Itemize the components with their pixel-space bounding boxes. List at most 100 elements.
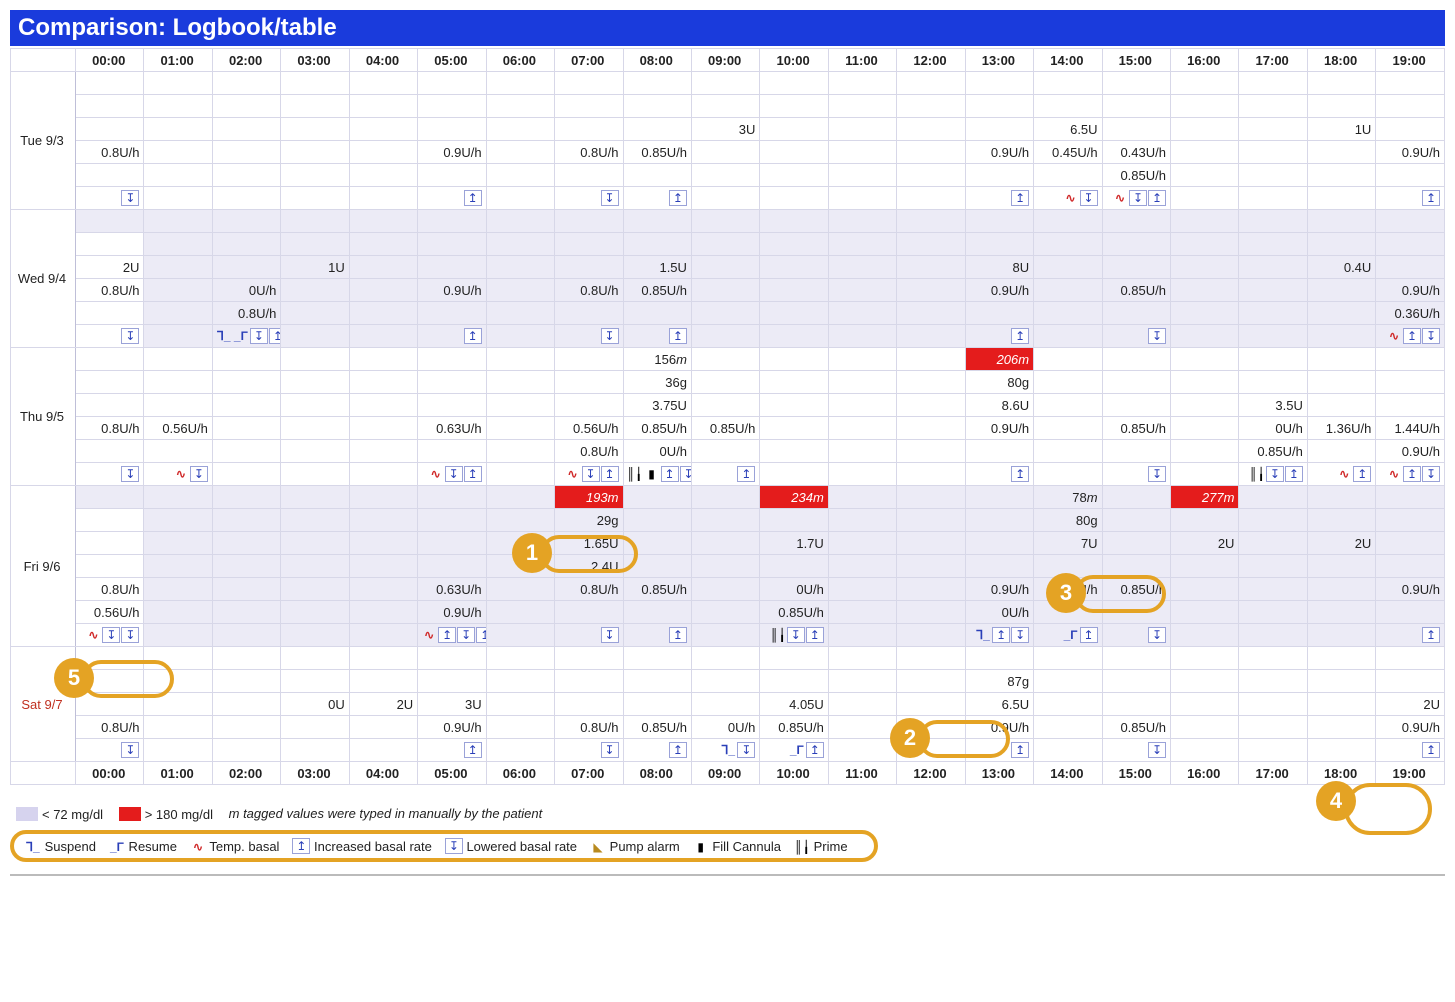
- cell-bolus: 2U: [1376, 693, 1445, 716]
- cell-carbs: [418, 509, 486, 532]
- cell-carbs: [281, 233, 349, 256]
- cell-bolus: [691, 394, 759, 417]
- cell-bg: [144, 647, 212, 670]
- cell-bg: [76, 72, 144, 95]
- cell-events: ↥: [965, 739, 1033, 762]
- resume-icon: _Γ: [233, 329, 249, 343]
- cell-bolus2: [212, 555, 280, 578]
- cell-basal: 0.56U/h: [144, 417, 212, 440]
- cell-basal: [828, 578, 896, 601]
- hour-header: 19:00: [1376, 762, 1445, 785]
- hour-header: 14:00: [1034, 762, 1102, 785]
- cell-bg: [897, 210, 965, 233]
- cell-basal2: [281, 601, 349, 624]
- cell-bg: [760, 348, 828, 371]
- cell-bolus: [212, 118, 280, 141]
- cell-basal: 0.9U/h: [1376, 578, 1445, 601]
- cell-bolus2: 2.4U: [555, 555, 623, 578]
- cell-events: ↥: [1376, 739, 1445, 762]
- cell-carbs: [144, 371, 212, 394]
- cell-bg: [349, 210, 417, 233]
- cell-events: [897, 624, 965, 647]
- cell-bg: [1102, 348, 1170, 371]
- cell-events: [828, 325, 896, 348]
- cell-basal2: [1034, 164, 1102, 187]
- cell-basal: [486, 578, 554, 601]
- day-label: Thu 9/5: [11, 348, 76, 486]
- cell-events: [1307, 624, 1375, 647]
- cell-basal: 0.9U/h: [965, 578, 1033, 601]
- cell-carbs: [1034, 371, 1102, 394]
- cell-basal: 0U/h: [212, 279, 280, 302]
- cell-carbs: [691, 670, 759, 693]
- cell-events: ↧: [1102, 325, 1170, 348]
- cell-events: [144, 325, 212, 348]
- up-icon: ↥: [1422, 742, 1440, 758]
- cell-events: ↥: [623, 739, 691, 762]
- cell-events: ↥: [965, 187, 1033, 210]
- cell-bg: 78m: [1034, 486, 1102, 509]
- up-icon: ↥: [292, 838, 310, 854]
- cell-bolus: [212, 256, 280, 279]
- up-icon: ↥: [1403, 328, 1421, 344]
- cell-bg: [144, 486, 212, 509]
- cell-bg: [76, 647, 144, 670]
- legend-item: ║╽ Prime: [793, 838, 848, 854]
- cell-events: [281, 463, 349, 486]
- down-icon: ↧: [1422, 328, 1440, 344]
- cell-bg: [349, 348, 417, 371]
- cell-events: [349, 624, 417, 647]
- cell-events: [144, 187, 212, 210]
- cell-events: [486, 325, 554, 348]
- up-icon: ↥: [1011, 190, 1029, 206]
- cell-carbs: 36g: [623, 371, 691, 394]
- cell-events: [760, 325, 828, 348]
- cell-basal: 0.45U/h: [1034, 141, 1102, 164]
- cell-basal2: [555, 601, 623, 624]
- cell-basal: 0U/h: [691, 716, 759, 739]
- cell-basal: [1239, 578, 1307, 601]
- hour-header: 03:00: [281, 49, 349, 72]
- cell-bg: [965, 210, 1033, 233]
- cell-basal: [1034, 417, 1102, 440]
- cell-bolus: [623, 532, 691, 555]
- cell-carbs: [1102, 670, 1170, 693]
- cell-bg: [486, 647, 554, 670]
- cell-bolus: 2U: [349, 693, 417, 716]
- cell-bolus: 3U: [418, 693, 486, 716]
- cell-events: ⅂__Γ↧↥: [212, 325, 280, 348]
- cell-basal2: [349, 302, 417, 325]
- cell-bolus: [212, 693, 280, 716]
- cell-carbs: [1307, 670, 1375, 693]
- cell-basal: [897, 578, 965, 601]
- cell-basal2: [623, 164, 691, 187]
- cell-events: [1034, 739, 1102, 762]
- cell-bolus: [418, 532, 486, 555]
- footer-rule: [10, 874, 1445, 876]
- cell-bg: [1307, 348, 1375, 371]
- up-icon: ↥: [1011, 328, 1029, 344]
- cell-basal2: [1171, 164, 1239, 187]
- cell-carbs: [691, 233, 759, 256]
- cell-bg: [212, 348, 280, 371]
- cell-carbs: [281, 670, 349, 693]
- cell-basal: [1239, 716, 1307, 739]
- cell-events: [828, 739, 896, 762]
- legend-item: _Γ Resume: [108, 838, 177, 854]
- cell-bolus: 6.5U: [1034, 118, 1102, 141]
- up-icon: ↥: [438, 627, 456, 643]
- cell-events: [691, 187, 759, 210]
- prime-icon: ║╽: [627, 467, 643, 481]
- cell-bolus2: [1307, 555, 1375, 578]
- cell-events: [1171, 739, 1239, 762]
- cell-basal: 0.85U/h: [623, 716, 691, 739]
- cell-carbs: [76, 95, 144, 118]
- cell-bolus: [897, 532, 965, 555]
- cell-basal: [1171, 141, 1239, 164]
- cell-basal: [486, 141, 554, 164]
- up-icon: ↥: [992, 627, 1010, 643]
- cell-carbs: [1239, 95, 1307, 118]
- cell-carbs: [1376, 233, 1445, 256]
- cell-basal2: [555, 164, 623, 187]
- cell-bolus: [691, 693, 759, 716]
